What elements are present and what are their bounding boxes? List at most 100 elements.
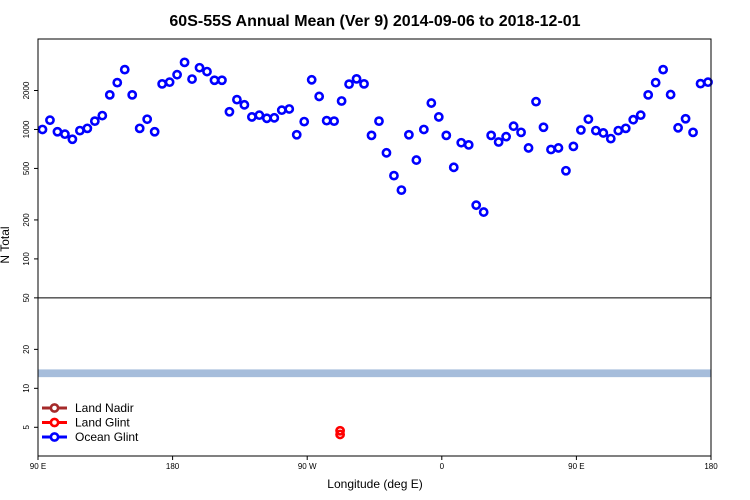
data-point bbox=[224, 106, 235, 117]
data-point bbox=[411, 155, 422, 165]
data-point bbox=[374, 116, 384, 127]
legend-marker bbox=[49, 417, 60, 428]
data-point bbox=[344, 79, 354, 90]
data-point bbox=[284, 104, 295, 114]
y-tick-label: 1000 bbox=[22, 120, 31, 138]
data-point bbox=[291, 129, 302, 140]
data-point bbox=[635, 110, 646, 121]
y-tick-label: 5 bbox=[22, 425, 31, 430]
legend-marker bbox=[49, 403, 60, 413]
data-point bbox=[478, 207, 489, 217]
data-point bbox=[149, 126, 160, 137]
legend-marker bbox=[49, 432, 60, 442]
data-point bbox=[493, 137, 504, 147]
data-point bbox=[598, 128, 609, 138]
data-point bbox=[336, 96, 347, 106]
data-point bbox=[703, 77, 713, 88]
data-point bbox=[605, 133, 616, 144]
y-tick-label: 2000 bbox=[22, 81, 31, 99]
data-point bbox=[366, 130, 377, 141]
y-tick-label: 200 bbox=[22, 213, 31, 227]
data-point bbox=[179, 57, 190, 68]
y-tick-label: 50 bbox=[22, 293, 31, 302]
data-point bbox=[501, 131, 512, 142]
legend-label: Ocean Glint bbox=[75, 430, 139, 444]
data-point bbox=[568, 141, 579, 152]
data-point bbox=[650, 77, 661, 88]
data-point bbox=[403, 129, 414, 140]
data-point bbox=[314, 91, 325, 102]
y-tick-label: 10 bbox=[22, 383, 31, 392]
plot-frame bbox=[37, 38, 712, 457]
data-point bbox=[448, 162, 459, 173]
data-point bbox=[134, 123, 145, 134]
x-tick-label: 180 bbox=[166, 462, 180, 471]
data-point bbox=[538, 122, 549, 133]
data-point bbox=[583, 114, 594, 125]
data-point bbox=[45, 115, 55, 126]
data-point bbox=[463, 139, 474, 150]
data-point bbox=[127, 89, 138, 100]
data-point bbox=[628, 114, 639, 125]
data-point bbox=[60, 129, 70, 140]
data-point bbox=[351, 73, 362, 84]
data-point bbox=[104, 89, 115, 100]
data-point bbox=[269, 112, 280, 123]
data-point bbox=[418, 124, 429, 135]
y-tick-label: 20 bbox=[22, 344, 31, 353]
x-tick-label: 90 E bbox=[30, 462, 46, 471]
data-point bbox=[97, 110, 108, 121]
data-point bbox=[202, 66, 212, 77]
data-points bbox=[37, 57, 713, 440]
data-point bbox=[306, 74, 317, 85]
data-point bbox=[561, 165, 571, 176]
data-point bbox=[389, 170, 399, 181]
data-point bbox=[680, 113, 691, 124]
data-point bbox=[335, 425, 346, 436]
data-point bbox=[335, 429, 346, 440]
legend-label: Land Glint bbox=[75, 416, 130, 430]
data-point bbox=[426, 98, 437, 108]
data-point bbox=[67, 134, 78, 145]
data-point bbox=[665, 89, 676, 100]
data-point bbox=[688, 127, 698, 138]
legend-label: Land Nadir bbox=[75, 401, 134, 415]
data-point bbox=[620, 123, 631, 134]
y-tick-label: 100 bbox=[22, 252, 31, 266]
data-point bbox=[89, 116, 100, 127]
data-point bbox=[658, 64, 669, 75]
data-point bbox=[433, 112, 444, 122]
data-point bbox=[329, 116, 340, 127]
x-tick-label: 90 E bbox=[568, 462, 584, 471]
data-point bbox=[37, 124, 48, 135]
data-point bbox=[575, 125, 586, 135]
data-point bbox=[142, 114, 153, 125]
data-point bbox=[643, 89, 654, 100]
data-point bbox=[82, 123, 93, 134]
data-point bbox=[516, 127, 526, 138]
data-point bbox=[508, 121, 519, 132]
data-point bbox=[172, 69, 182, 80]
x-tick-label: 90 W bbox=[298, 462, 317, 471]
x-tick-label: 180 bbox=[704, 462, 718, 471]
shaded-band bbox=[38, 369, 711, 378]
data-point bbox=[381, 147, 392, 158]
data-point bbox=[396, 185, 407, 196]
data-point bbox=[112, 77, 123, 88]
data-point bbox=[553, 143, 564, 153]
data-point bbox=[299, 116, 310, 127]
data-point bbox=[232, 94, 242, 105]
data-point bbox=[523, 143, 534, 153]
data-point bbox=[441, 130, 452, 141]
data-point bbox=[531, 96, 541, 107]
data-point bbox=[119, 64, 130, 75]
y-axis-label: N Total bbox=[0, 226, 12, 263]
data-point bbox=[254, 110, 265, 121]
data-point bbox=[359, 78, 369, 89]
data-point bbox=[673, 122, 683, 133]
shaded-band-layer bbox=[38, 369, 711, 378]
data-point bbox=[486, 130, 497, 141]
data-point bbox=[239, 99, 250, 110]
